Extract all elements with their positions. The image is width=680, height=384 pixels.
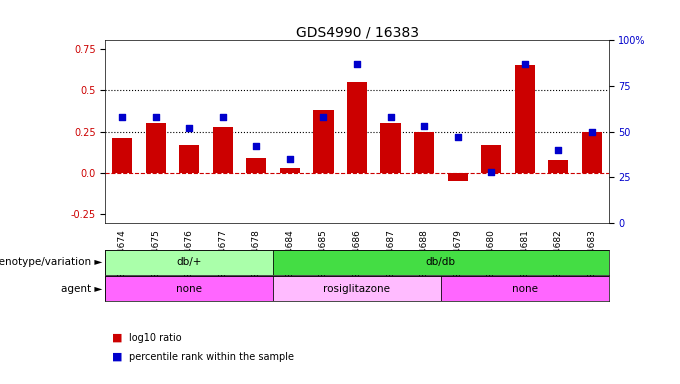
Bar: [105, 276, 273, 301]
Point: [452, 134, 463, 140]
Point: [586, 128, 597, 135]
Point: [318, 114, 329, 120]
Bar: [112, 138, 132, 173]
Point: [284, 156, 295, 162]
Bar: [447, 173, 468, 181]
Point: [117, 114, 128, 120]
Point: [486, 169, 496, 175]
Text: db/+: db/+: [177, 257, 202, 267]
Text: none: none: [512, 284, 538, 294]
Bar: [180, 145, 199, 173]
Bar: [146, 123, 166, 173]
Text: percentile rank within the sample: percentile rank within the sample: [129, 352, 294, 362]
Point: [150, 114, 161, 120]
Bar: [414, 131, 434, 173]
Point: [419, 123, 430, 129]
Point: [352, 61, 362, 67]
Title: GDS4990 / 16383: GDS4990 / 16383: [296, 25, 418, 39]
Bar: [273, 276, 441, 301]
Bar: [313, 110, 333, 173]
Text: db/db: db/db: [426, 257, 456, 267]
Bar: [273, 250, 609, 275]
Point: [553, 147, 564, 153]
Point: [218, 114, 228, 120]
Text: agent ►: agent ►: [61, 284, 102, 294]
Point: [385, 114, 396, 120]
Text: none: none: [176, 284, 202, 294]
Text: genotype/variation ►: genotype/variation ►: [0, 257, 102, 267]
Bar: [213, 127, 233, 173]
Bar: [381, 123, 401, 173]
Text: ■: ■: [112, 352, 122, 362]
Bar: [548, 160, 568, 173]
Text: rosiglitazone: rosiglitazone: [324, 284, 390, 294]
Bar: [441, 276, 609, 301]
Point: [184, 125, 194, 131]
Text: ■: ■: [112, 333, 122, 343]
Bar: [246, 158, 267, 173]
Text: log10 ratio: log10 ratio: [129, 333, 182, 343]
Bar: [481, 145, 501, 173]
Bar: [582, 131, 602, 173]
Point: [251, 143, 262, 149]
Bar: [515, 65, 534, 173]
Point: [520, 61, 530, 67]
Bar: [105, 250, 273, 275]
Bar: [280, 168, 300, 173]
Bar: [347, 82, 367, 173]
